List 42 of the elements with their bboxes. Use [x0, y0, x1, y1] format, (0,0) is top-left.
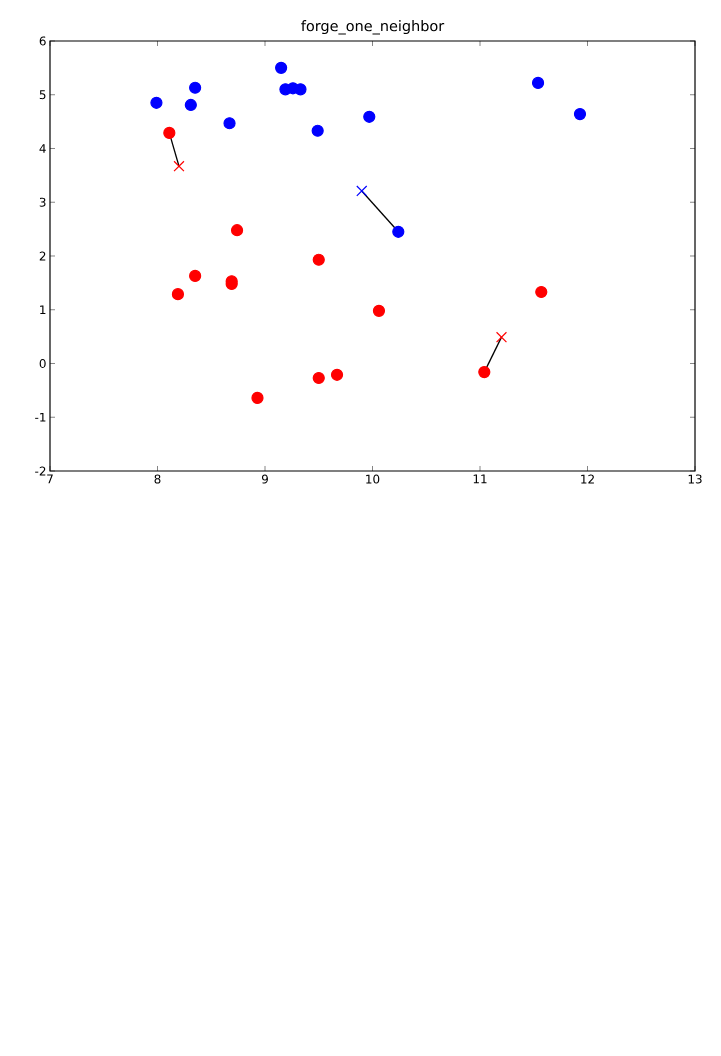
x-tick-label: 12: [581, 474, 594, 484]
point: [478, 365, 491, 379]
point: [495, 331, 508, 343]
y-tick-label: -2: [35, 466, 46, 476]
y-tick-label: 0: [39, 358, 46, 369]
y-tick-label: 6: [39, 36, 46, 46]
y-tick-label: 2: [39, 251, 46, 261]
point: [535, 285, 548, 299]
y-tick-label: 4: [39, 144, 46, 153]
point: [356, 185, 368, 197]
point: [173, 160, 185, 172]
point: [251, 391, 264, 404]
point: [150, 96, 163, 109]
x-tick-label: 7: [47, 474, 53, 484]
y-tick-label: 5: [39, 90, 46, 100]
point: [189, 269, 202, 282]
point: [372, 304, 386, 317]
point: [363, 110, 376, 123]
point: [330, 368, 344, 381]
point: [312, 253, 325, 266]
point: [392, 225, 405, 238]
point: [171, 288, 185, 301]
point: [184, 98, 197, 112]
point: [312, 371, 325, 385]
x-tick-label: 13: [688, 474, 702, 484]
x-tick-label: 11: [473, 474, 487, 484]
point: [163, 126, 176, 140]
x-tick-label: 10: [366, 474, 380, 484]
y-tick-label: 3: [39, 197, 46, 207]
point: [275, 61, 288, 74]
chart-title: forge_one_neighbor: [301, 20, 445, 35]
point: [573, 107, 587, 121]
point: [230, 224, 244, 237]
point: [311, 124, 324, 137]
y-tick-label: 1: [40, 305, 46, 315]
point: [531, 76, 545, 90]
x-tick-label: 9: [261, 474, 268, 484]
x-tick-label: 8: [154, 474, 161, 484]
point: [189, 81, 202, 94]
y-tick-label: -1: [35, 412, 46, 422]
point: [294, 83, 307, 96]
point: [223, 117, 236, 130]
